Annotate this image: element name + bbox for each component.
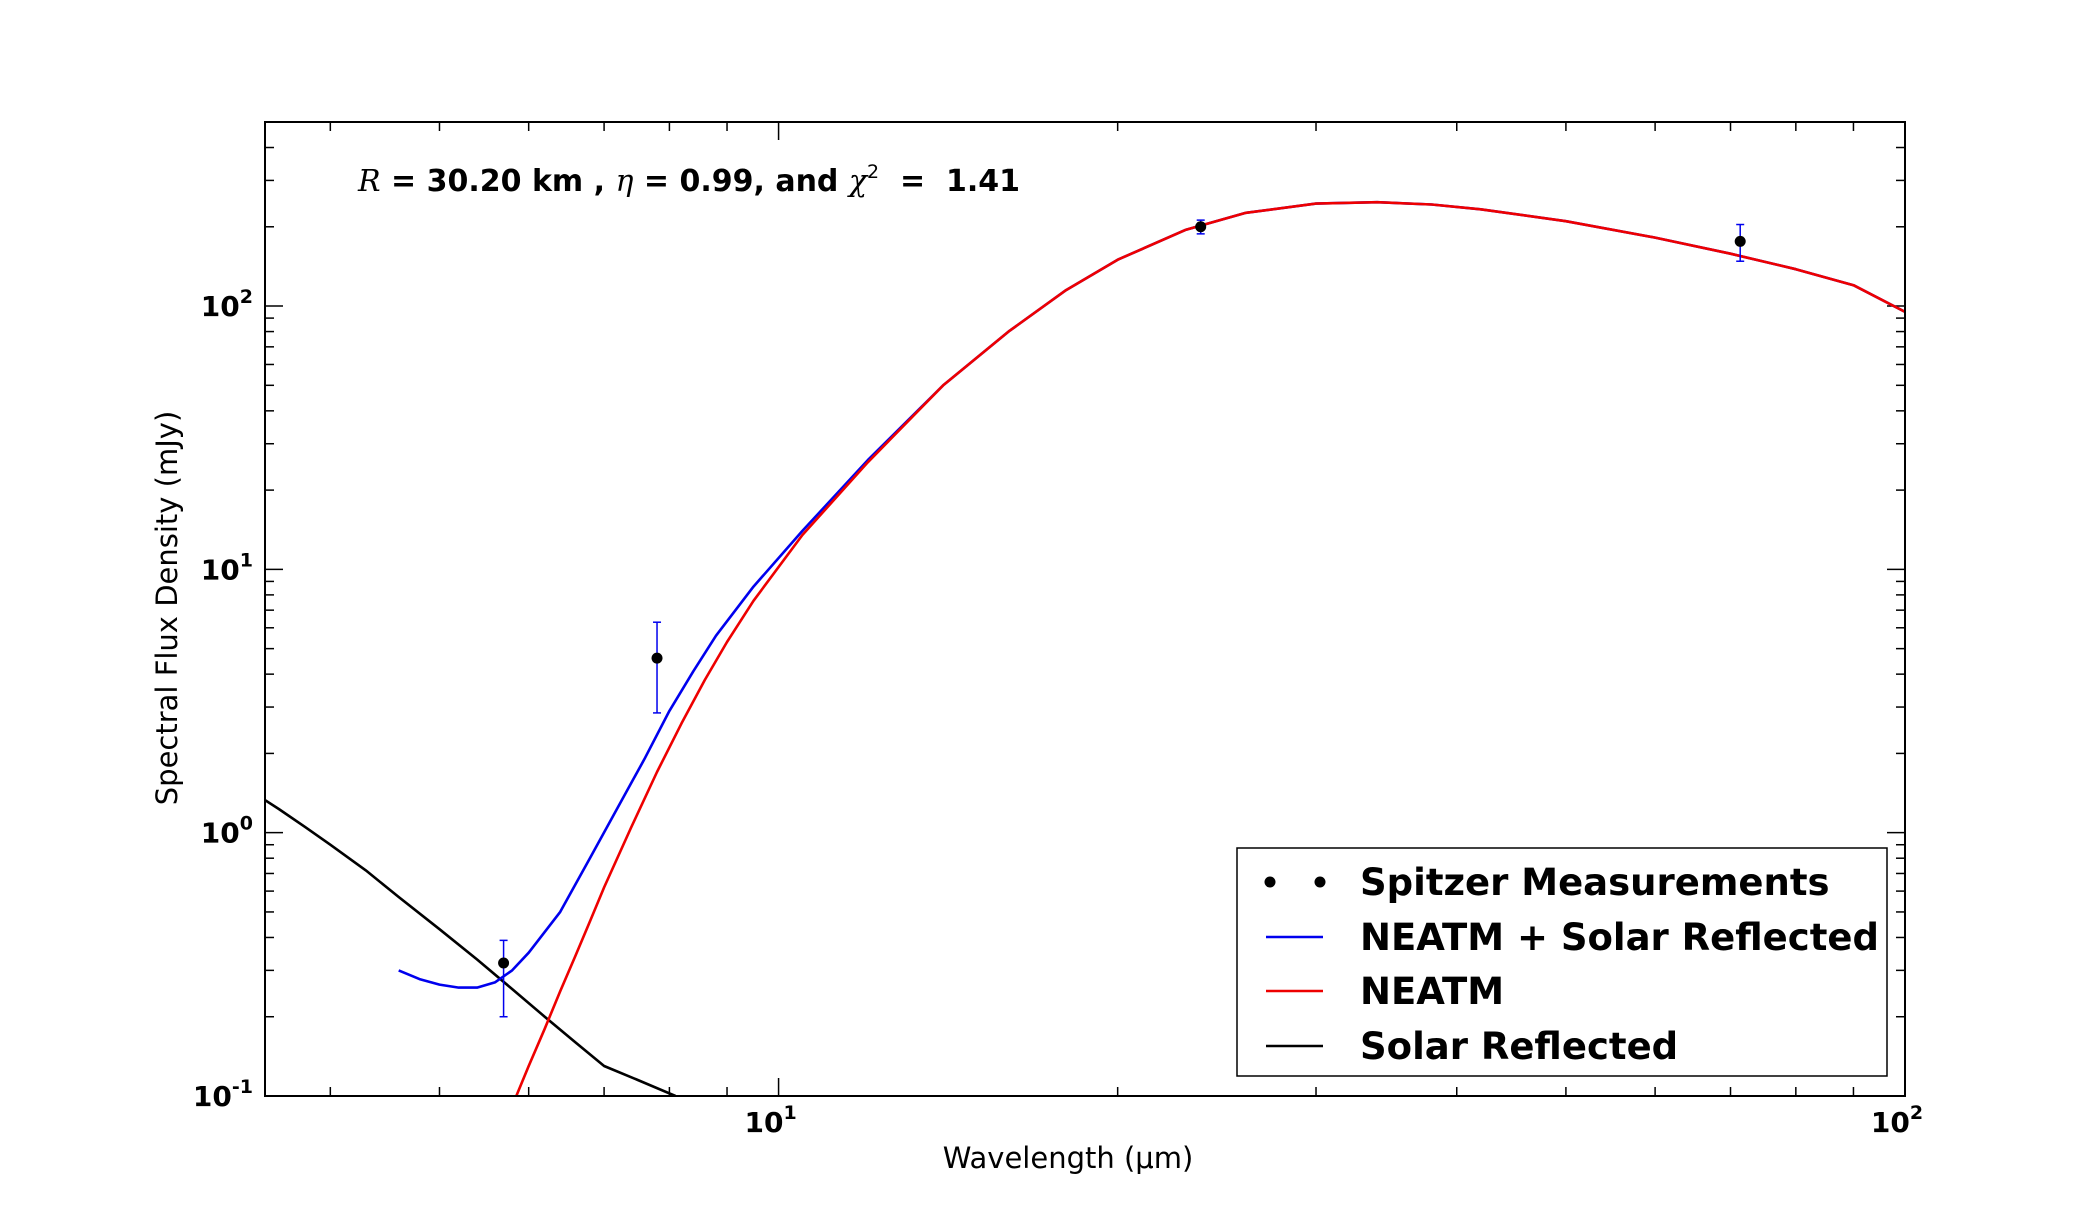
tick-exponent: -1 [232, 1076, 253, 1098]
tick-exponent: 0 [240, 813, 253, 835]
annotation-eta-symbol: η [615, 164, 633, 199]
tick-base: 10 [201, 290, 240, 323]
tick-exponent: 1 [240, 549, 253, 571]
series-line-solar-reflected [265, 799, 677, 1096]
data-point [498, 957, 510, 969]
tick-base: 10 [201, 553, 240, 586]
data-point [1195, 221, 1207, 233]
tick-base: 10 [193, 1080, 232, 1113]
legend-item: NEATM + Solar Reflected [1266, 916, 1879, 959]
spitzer-measurement [498, 939, 510, 1018]
legend-label: NEATM + Solar Reflected [1360, 916, 1879, 959]
annotation-chi-exponent: 2 [867, 161, 879, 183]
tick-exponent: 2 [1910, 1102, 1923, 1124]
x-tick-label: 101 [744, 1102, 796, 1139]
y-axis-title: Spectral Flux Density (mJy) [150, 411, 184, 806]
legend: Spitzer Measurements NEATM + Solar Reflec… [1236, 847, 1888, 1077]
axis-ticks [265, 121, 1906, 1097]
tick-base: 10 [744, 1106, 783, 1139]
fit-annotation: R = 30.20 km , η = 0.99, and χ2 = 1.41 [357, 161, 1020, 199]
spitzer-measurement [1195, 219, 1207, 235]
annotation-chi-text: = 1.41 [879, 164, 1020, 199]
tick-base: 10 [1871, 1106, 1910, 1139]
legend-marker [1314, 876, 1326, 888]
plot-frame [264, 121, 1906, 1097]
tick-exponent: 1 [783, 1102, 796, 1124]
annotation-r-text: = 30.20 km , [381, 164, 616, 199]
data-point [1734, 235, 1746, 247]
spitzer-measurement [1734, 223, 1746, 262]
data-points [498, 219, 1746, 1018]
x-axis-title: Wavelength (μm) [943, 1141, 1194, 1175]
y-tick-label: 101 [201, 549, 253, 586]
x-tick-label: 102 [1871, 1102, 1923, 1139]
tick-exponent: 2 [240, 286, 253, 308]
legend-label: NEATM [1360, 970, 1504, 1013]
legend-box [1236, 847, 1888, 1077]
legend-label: Spitzer Measurements [1360, 861, 1830, 904]
legend-item: NEATM [1266, 970, 1504, 1013]
tick-base: 10 [201, 817, 240, 850]
legend-marker [1264, 876, 1276, 888]
y-tick-label: 10-1 [193, 1076, 253, 1113]
legend-label: Solar Reflected [1360, 1025, 1678, 1068]
data-point [651, 652, 663, 664]
y-tick-label: 100 [201, 813, 253, 850]
spitzer-measurement [651, 621, 663, 714]
annotation-r-symbol: R [357, 164, 381, 199]
y-tick-label: 102 [201, 286, 253, 323]
annotation-eta-text: = 0.99, and [633, 164, 848, 199]
legend-item: Spitzer Measurements [1264, 861, 1830, 904]
series-line-neatm [515, 200, 1905, 1096]
annotation-chi-symbol: χ [847, 164, 869, 199]
legend-item: Solar Reflected [1266, 1025, 1678, 1068]
